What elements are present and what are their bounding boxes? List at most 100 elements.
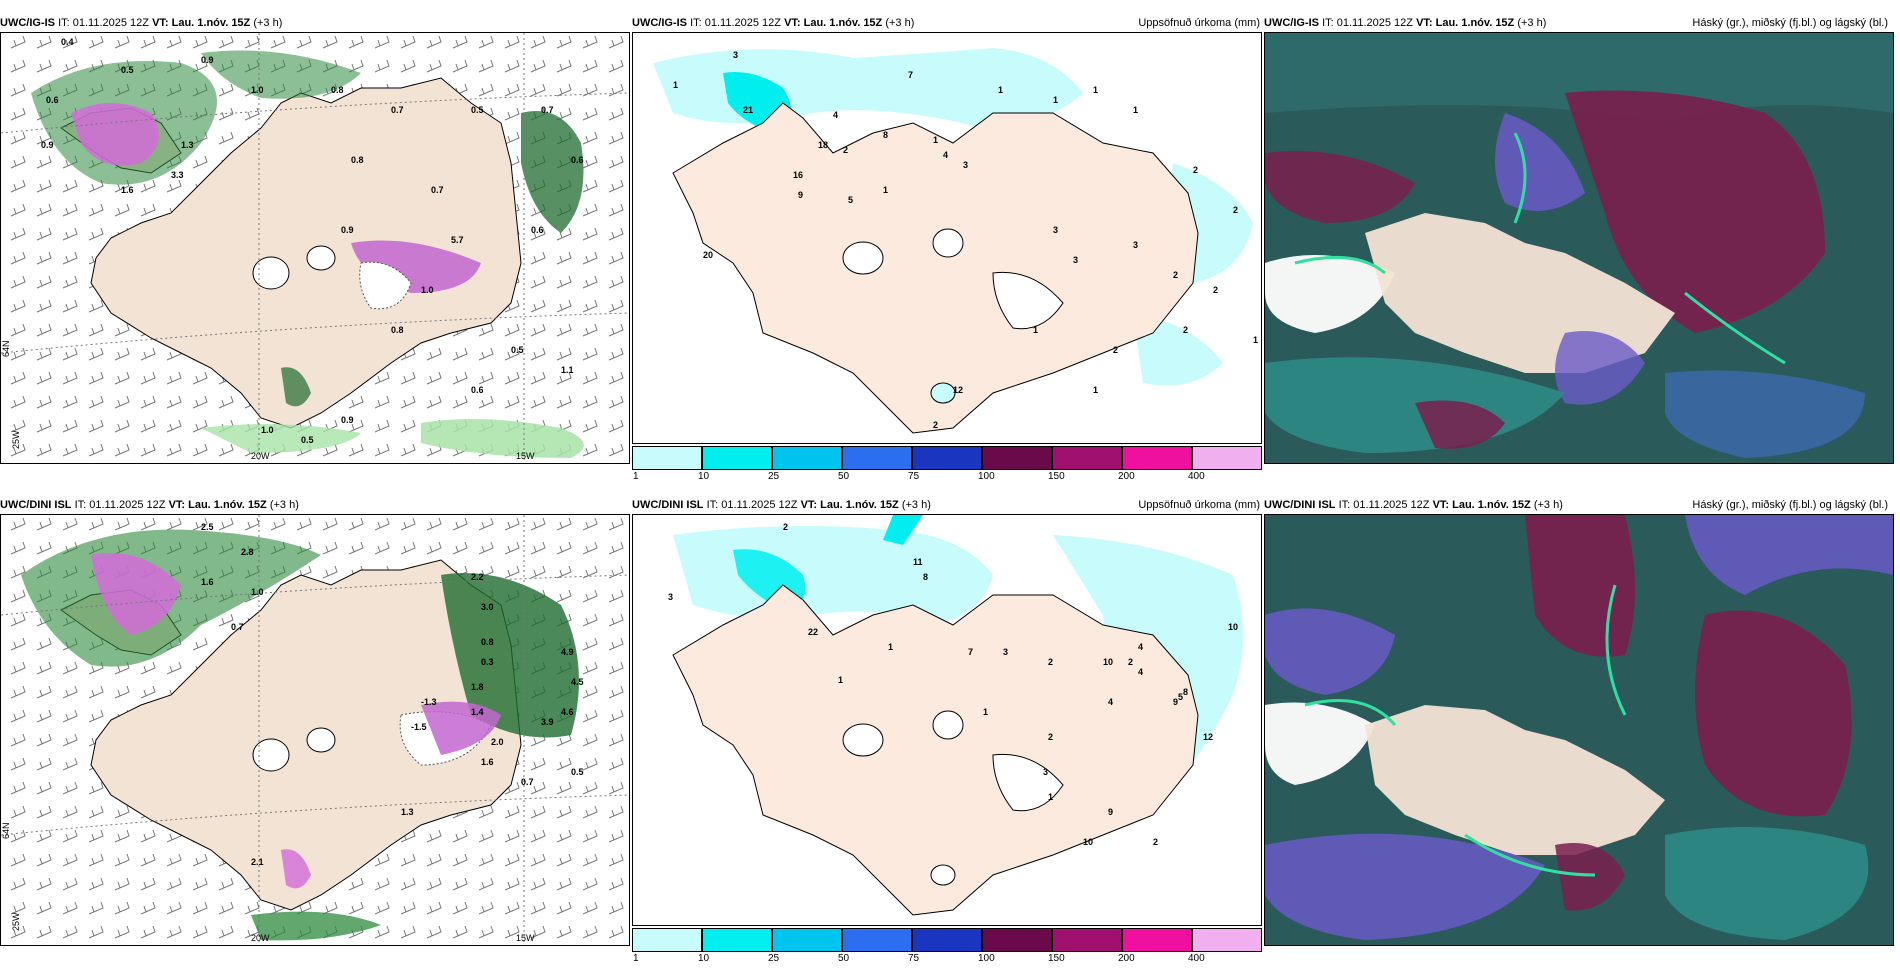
wind-barb [504, 517, 520, 531]
colorbar-tick: 1 [633, 953, 639, 964]
wind-barb [530, 83, 546, 97]
wind-barb [192, 637, 208, 651]
wind-barb [374, 59, 390, 73]
wind-barb [582, 179, 598, 193]
cloud-map[interactable] [1264, 32, 1894, 464]
panel-dini-cloud: UWC/DINI ISL IT: 01.11.2025 12Z VT: Lau.… [1264, 496, 1900, 946]
model-name: UWC/IG-IS [1264, 17, 1319, 29]
wind-barb [608, 419, 624, 433]
map-value-label: 0.9 [341, 225, 354, 235]
wind-barb [556, 275, 572, 289]
wind-barb [10, 107, 26, 121]
wind-barb [166, 443, 182, 457]
wind-barb [166, 877, 182, 891]
colorbar-tick: 75 [908, 471, 920, 482]
precip-map[interactable]: 2 11 3 8 10 9 12 22 1 4 10 4 8 9 7 3 2 1 1 2 2 4 3 1 2 10 5 [632, 514, 1262, 926]
wind-barb [452, 877, 468, 891]
wind-barb [36, 347, 52, 361]
map-value-label: 2 [1113, 345, 1118, 355]
wind-barb [166, 419, 182, 433]
map-value-label: 4.9 [561, 647, 574, 657]
wind-barb [504, 371, 520, 385]
wind-temp-map[interactable]: 2.5 2.8 1.6 0.7 1.0 2.2 3.0 0.8 0.3 4.9 4.5 1.8 -1.3… [0, 514, 630, 946]
wind-barb [582, 227, 598, 241]
wind-barb [322, 901, 338, 915]
wind-barb [582, 131, 598, 145]
colorbar-cell [982, 446, 1052, 470]
wind-barb [608, 251, 624, 265]
wind-barb [62, 443, 78, 457]
colorbar-tick: 400 [1188, 471, 1205, 482]
map-value-label: 1.4 [471, 707, 484, 717]
wind-barb [140, 901, 156, 915]
precip-title: Uppsöfnuð úrkoma (mm) [1138, 499, 1260, 511]
wind-barb [348, 59, 364, 73]
map-value-label: 1.0 [251, 85, 264, 95]
wind-barb [88, 925, 104, 939]
wind-barb [10, 877, 26, 891]
map-value-label: 3 [733, 50, 738, 60]
wind-barb [582, 805, 598, 819]
wind-barb [426, 541, 442, 555]
model-name: UWC/IG-IS [632, 17, 687, 29]
map-value-label: 0.6 [471, 385, 484, 395]
wind-barb [556, 107, 572, 121]
wind-barb [296, 517, 312, 531]
wind-barb [36, 155, 52, 169]
wind-barb [88, 781, 104, 795]
cloud-map[interactable] [1264, 514, 1894, 946]
wind-barb [62, 419, 78, 433]
wind-barb [452, 925, 468, 939]
wind-barb [140, 853, 156, 867]
map-value-label: 4.5 [571, 677, 584, 687]
map-value-label: 0.6 [46, 95, 59, 105]
wind-barb [504, 901, 520, 915]
map-value-label: 10 [1083, 837, 1093, 847]
wind-barb [36, 251, 52, 265]
wind-barb [452, 541, 468, 555]
wind-barb [10, 829, 26, 843]
colorbar-tick: 200 [1118, 953, 1135, 964]
wind-barb [556, 853, 572, 867]
wind-barb [426, 517, 442, 531]
panel-header: UWC/DINI ISL IT: 01.11.2025 12Z VT: Lau.… [1264, 496, 1900, 514]
wind-barb [166, 35, 182, 49]
precip-map[interactable]: 3 7 1 2 21 8 4 18 1 16 9 5 1 4 3 1 1 1 1 2 2 3 3 3 2 2 2 1 1 12 2 20 2 1 [632, 32, 1262, 444]
wind-barb [582, 35, 598, 49]
map-value-label: 1.0 [261, 425, 274, 435]
map-value-label: 1 [1133, 105, 1138, 115]
map-value-label: 20 [703, 250, 713, 260]
wind-barb [348, 877, 364, 891]
wind-temp-map[interactable]: 0.4 0.5 0.9 0.6 1.0 0.8 0.7 0.5 1.3 0.9 3.3 1.6 0.6 0… [0, 32, 630, 464]
map-value-label: 4 [1138, 642, 1143, 652]
wind-barb [114, 853, 130, 867]
map-value-label: 3.9 [541, 717, 554, 727]
wind-barb [36, 685, 52, 699]
wind-barb [452, 347, 468, 361]
wind-barb [504, 131, 520, 145]
wind-barb [400, 443, 416, 457]
wind-barb [530, 757, 546, 771]
wind-barb [36, 227, 52, 241]
wind-barb [608, 179, 624, 193]
wind-barb [608, 395, 624, 409]
map-value-label: 0.7 [521, 777, 534, 787]
wind-barb [10, 661, 26, 675]
wind-barb [582, 59, 598, 73]
wind-barb [192, 443, 208, 457]
svg-text:25W: 25W [11, 430, 21, 449]
map-value-label: 2 [1173, 270, 1178, 280]
colorbar-tick: 10 [698, 953, 710, 964]
wind-barb [608, 805, 624, 819]
map-value-label: 1.6 [481, 757, 494, 767]
wind-barb [582, 829, 598, 843]
wind-barb [114, 323, 130, 337]
wind-barb [374, 35, 390, 49]
wind-barb [140, 661, 156, 675]
wind-barb [556, 347, 572, 361]
wind-barb [166, 371, 182, 385]
cloud-title: Háský (gr.), miðský (fj.bl.) og lágský (… [1692, 17, 1888, 29]
wind-barb [10, 637, 26, 651]
panel-ig-precip: UWC/IG-IS IT: 01.11.2025 12Z VT: Lau. 1.… [632, 14, 1262, 482]
wind-barb [608, 613, 624, 627]
